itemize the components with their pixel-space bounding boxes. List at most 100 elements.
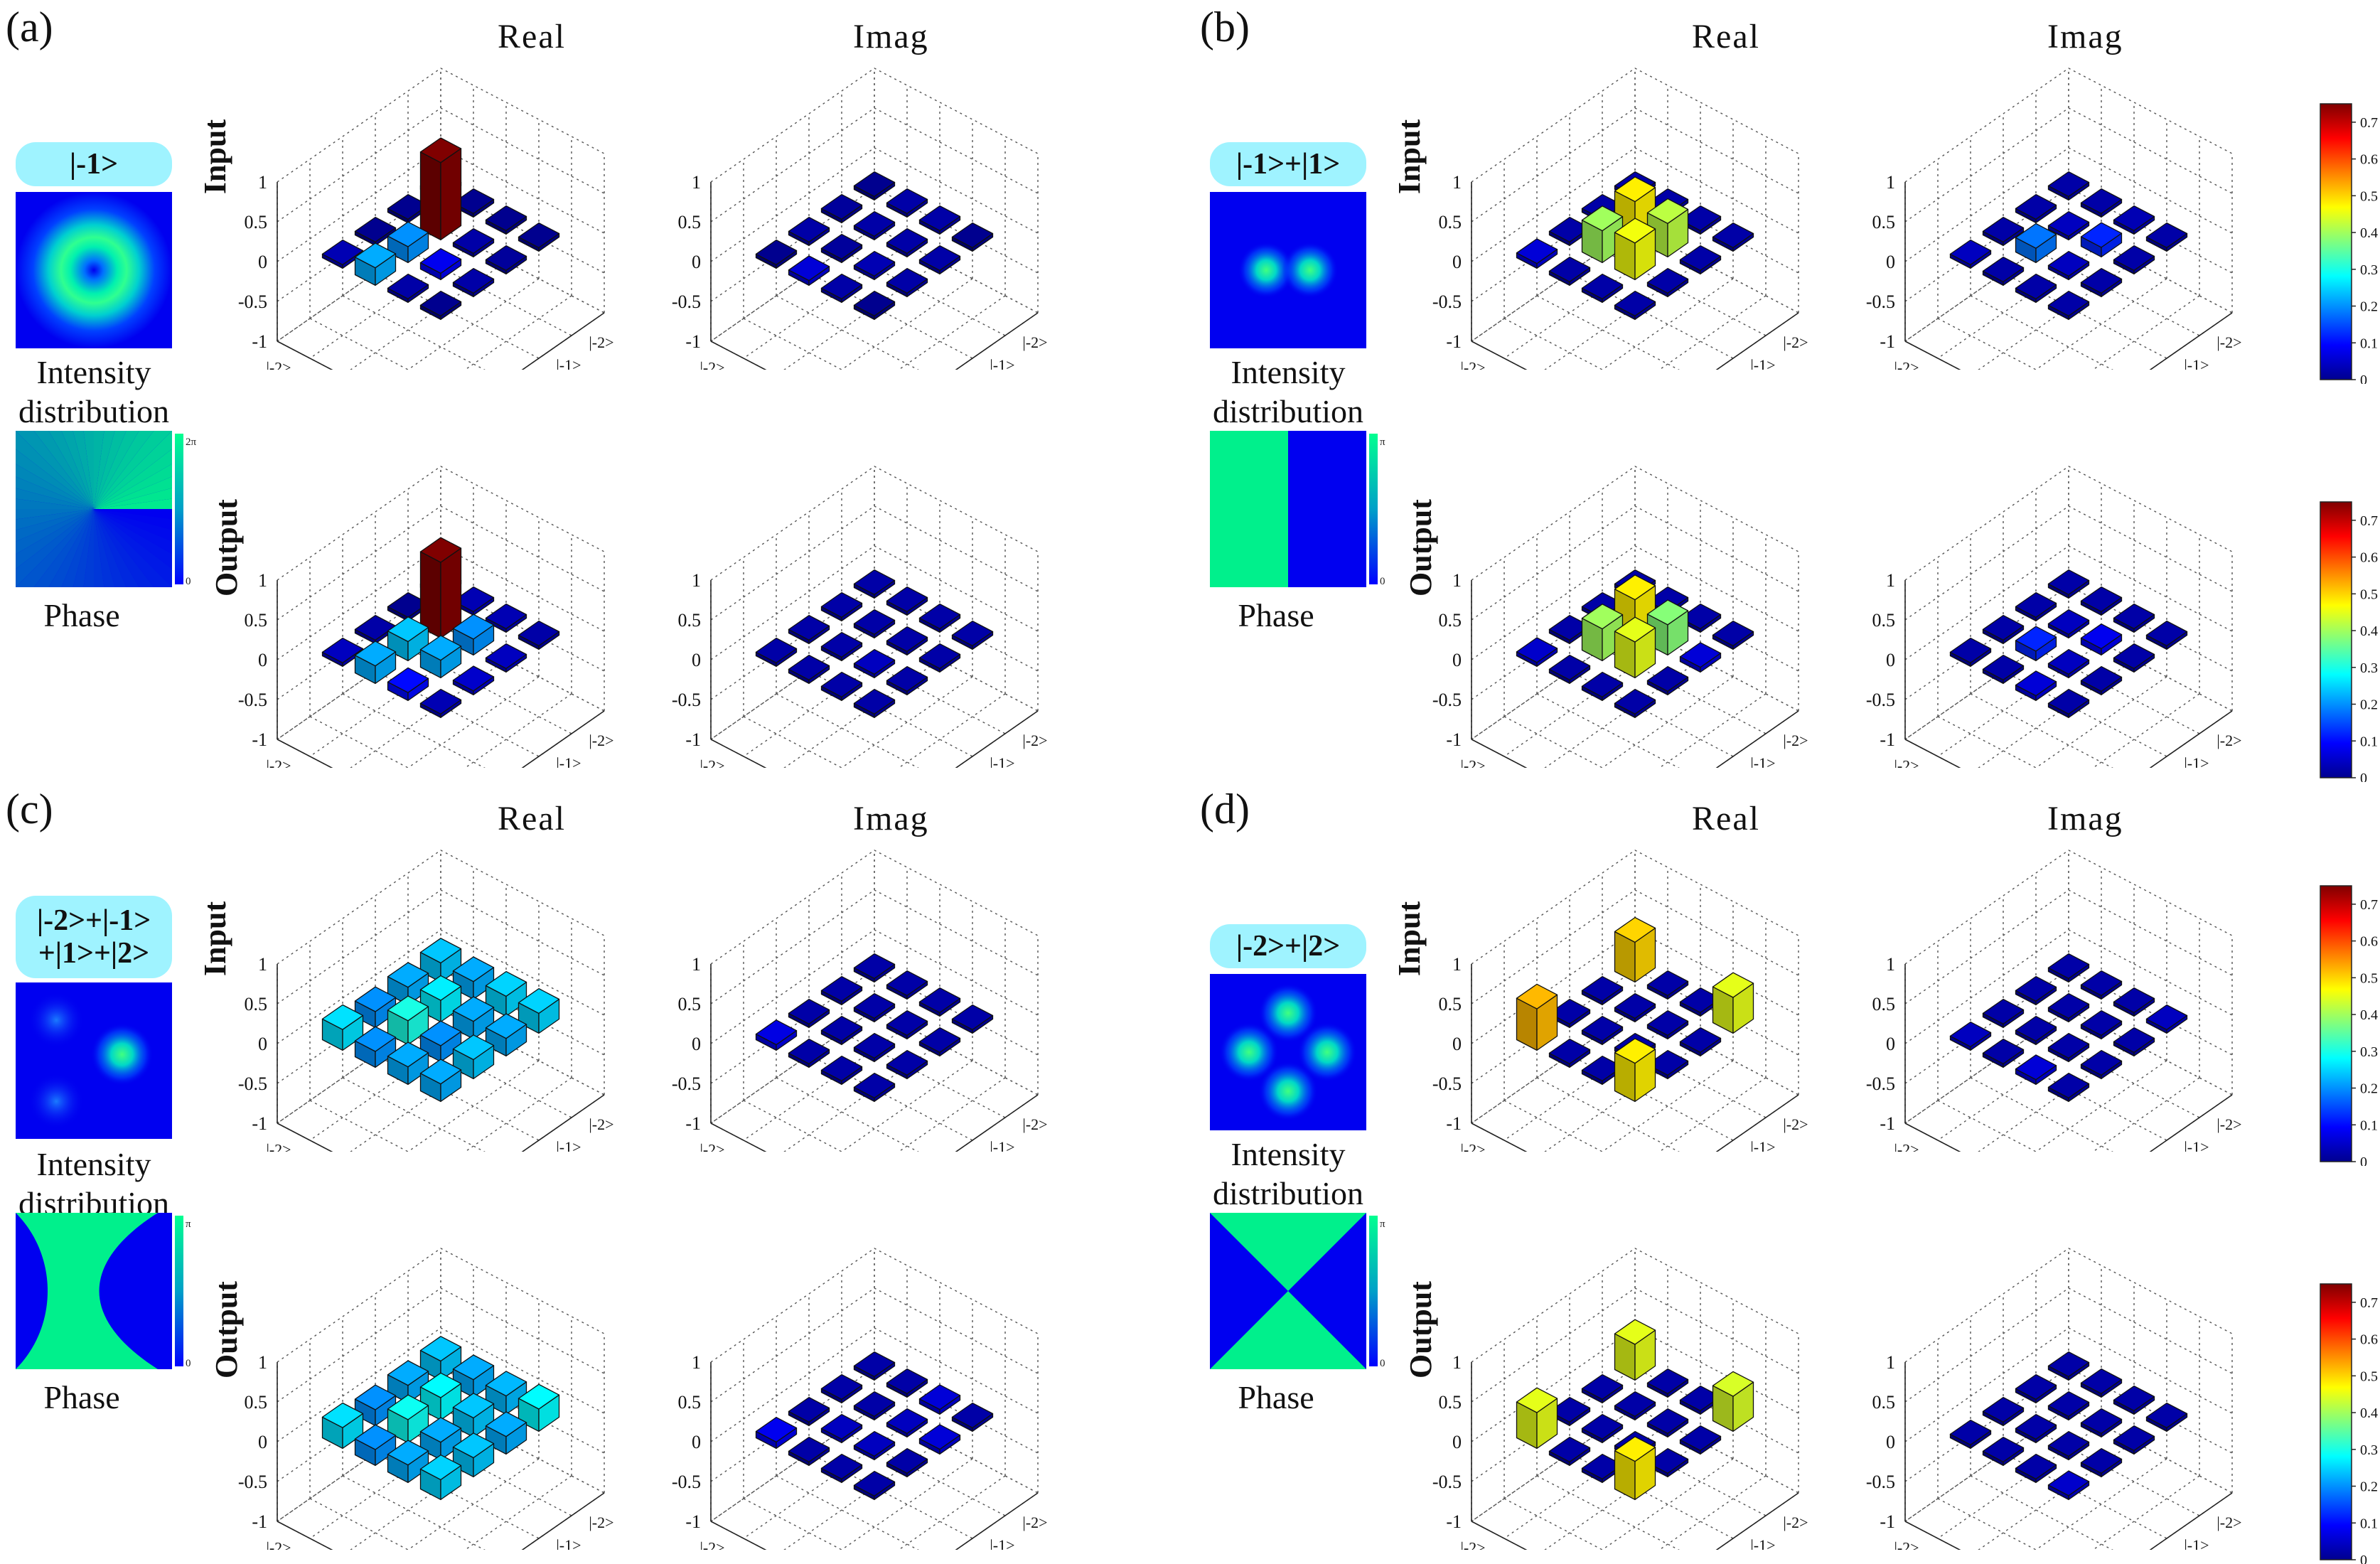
- col-basis-label: |-1>: [990, 1138, 1014, 1152]
- bar: [2080, 1368, 2123, 1398]
- colorbar-tick-label: 0.4: [2360, 1007, 2378, 1023]
- bar: [853, 569, 896, 599]
- z-tick-label: 0.5: [678, 1392, 702, 1413]
- bar: [2015, 1015, 2057, 1046]
- bar-chart-input-imag: 10.50-0.5-1|-2>|-2>|-1>|-1>|1>|1>|2>|2>: [672, 850, 1048, 1152]
- bar: [419, 537, 462, 639]
- z-tick-label: -1: [685, 1511, 701, 1532]
- bar: [2047, 1032, 2090, 1063]
- bar: [2080, 1447, 2123, 1478]
- intensity-caption-line: distribution: [1212, 393, 1364, 430]
- phase-tick-label: 0: [1380, 576, 1385, 587]
- intensity-caption: Intensity distribution: [1194, 353, 1382, 431]
- bar: [1679, 245, 1722, 275]
- bar: [419, 1059, 462, 1103]
- bar: [951, 222, 994, 252]
- bar: [518, 987, 560, 1034]
- column-header-imag: Imag: [2047, 800, 2123, 837]
- colorbar-tick-label: 0.4: [2360, 623, 2378, 639]
- bar: [1548, 654, 1591, 685]
- z-tick-label: -1: [252, 331, 267, 352]
- colorbar-tick-label: 0.2: [2360, 1081, 2378, 1097]
- bar: [485, 970, 527, 1017]
- col-basis-label: |-2>: [2216, 333, 2241, 351]
- bar: [886, 665, 928, 696]
- bar-chart-output-real: 10.50-0.5-1|-2>|-2>|-1>|-1>|1>|1>|2>|2>: [238, 1248, 614, 1550]
- state-label-line: |-1>: [69, 147, 119, 181]
- bar: [1646, 1049, 1689, 1080]
- row-basis-label: |-2>: [1894, 358, 1919, 370]
- bar: [788, 998, 830, 1029]
- bar: [2080, 586, 2123, 616]
- bar: [788, 654, 830, 685]
- bar: [2080, 1408, 2123, 1438]
- colorbar-tick-label: 0.3: [2360, 1442, 2378, 1458]
- bar: [387, 616, 429, 662]
- state-label: |-1>+|1>: [1210, 142, 1366, 186]
- z-tick-label: -0.5: [1866, 291, 1895, 312]
- state-label: |-1>: [16, 142, 172, 186]
- z-tick-label: 1: [1452, 954, 1462, 975]
- z-tick-label: 1: [1886, 954, 1895, 975]
- bar: [2080, 1009, 2123, 1040]
- z-tick-label: -1: [1880, 1511, 1895, 1532]
- z-tick-label: 0.5: [245, 1392, 268, 1413]
- z-tick-label: 0: [692, 1034, 701, 1054]
- bar: [918, 987, 961, 1017]
- bar: [886, 1049, 928, 1080]
- state-label-line: |-2>+|-1>: [36, 904, 151, 937]
- bar: [853, 1072, 896, 1103]
- phase-caption: Phase: [43, 1379, 120, 1415]
- colorbar-tick-label: 0.4: [2360, 225, 2378, 241]
- row-basis-label: |-2>: [699, 756, 724, 768]
- col-basis-label: |-1>: [2184, 1536, 2209, 1550]
- col-basis-label: |-1>: [990, 1536, 1014, 1550]
- bar: [1712, 1371, 1754, 1432]
- colorbar-tick-label: 0.6: [2360, 550, 2378, 566]
- z-tick-label: 0: [1452, 650, 1462, 670]
- z-tick-label: 0: [1886, 650, 1895, 670]
- bar: [485, 643, 527, 673]
- col-basis-label: |-2>: [589, 732, 613, 749]
- bar: [452, 227, 495, 258]
- col-basis-label: |-2>: [1783, 732, 1808, 749]
- bar: [354, 242, 397, 286]
- bar-chart-output-imag: 10.50-0.5-1|-2>|-2>|-1>|-1>|1>|1>|2>|2>: [672, 1248, 1048, 1550]
- bar: [387, 962, 429, 1006]
- z-tick-label: -1: [1446, 1511, 1462, 1532]
- column-header-imag: Imag: [853, 18, 929, 55]
- panel-c: (c) Real Imag |-2>+|-1> +|1>+|2> Intensity dis…: [0, 782, 1186, 1557]
- bar: [820, 591, 863, 622]
- colorbar-tick-label: 0.7: [2360, 1295, 2378, 1311]
- intensity-image: [1210, 192, 1366, 348]
- grid-lines: [1471, 466, 1799, 768]
- bar: [452, 614, 495, 656]
- bar: [820, 273, 863, 304]
- bar: [1614, 1038, 1656, 1103]
- phase-tick-label: π: [186, 1218, 191, 1230]
- colorbar-tick-label: 0: [2360, 771, 2367, 782]
- col-basis-label: |-1>: [556, 1536, 581, 1550]
- z-tick-label: -1: [685, 729, 701, 750]
- bar-chart-output-real: 10.50-0.5-1|-2>|-2>|-1>|-1>|1>|1>|2>|2>: [238, 466, 614, 768]
- z-tick-label: 0.5: [678, 994, 702, 1014]
- bar: [853, 171, 896, 201]
- bar: [1581, 1015, 1624, 1046]
- colorbar-tick-label: 0.5: [2360, 970, 2378, 986]
- panel-d: (d) Real Imag |-2>+|2> Intensity distribution…: [1194, 782, 2380, 1564]
- bar: [853, 1391, 896, 1421]
- col-basis-label: |-2>: [589, 1115, 613, 1133]
- bar: [2015, 1054, 2057, 1086]
- bar: [1614, 616, 1656, 679]
- z-tick-label: 0.5: [678, 212, 702, 232]
- bar-chart-output-real: 10.50-0.5-1|-2>|-2>|-1>|-1>|1>|1>|2>|2>: [1432, 466, 1808, 768]
- bar: [1646, 1368, 1689, 1398]
- bar: [452, 665, 495, 696]
- bar: [2145, 222, 2188, 252]
- colorbar-tick-label: 0.1: [2360, 1516, 2378, 1531]
- bar: [886, 267, 928, 298]
- bar: [387, 221, 429, 264]
- colorbar: 0.7 0.6 0.5 0.4 0.3 0.2 0.1 0: [2320, 103, 2378, 384]
- phase-tick-label: 0: [186, 576, 191, 587]
